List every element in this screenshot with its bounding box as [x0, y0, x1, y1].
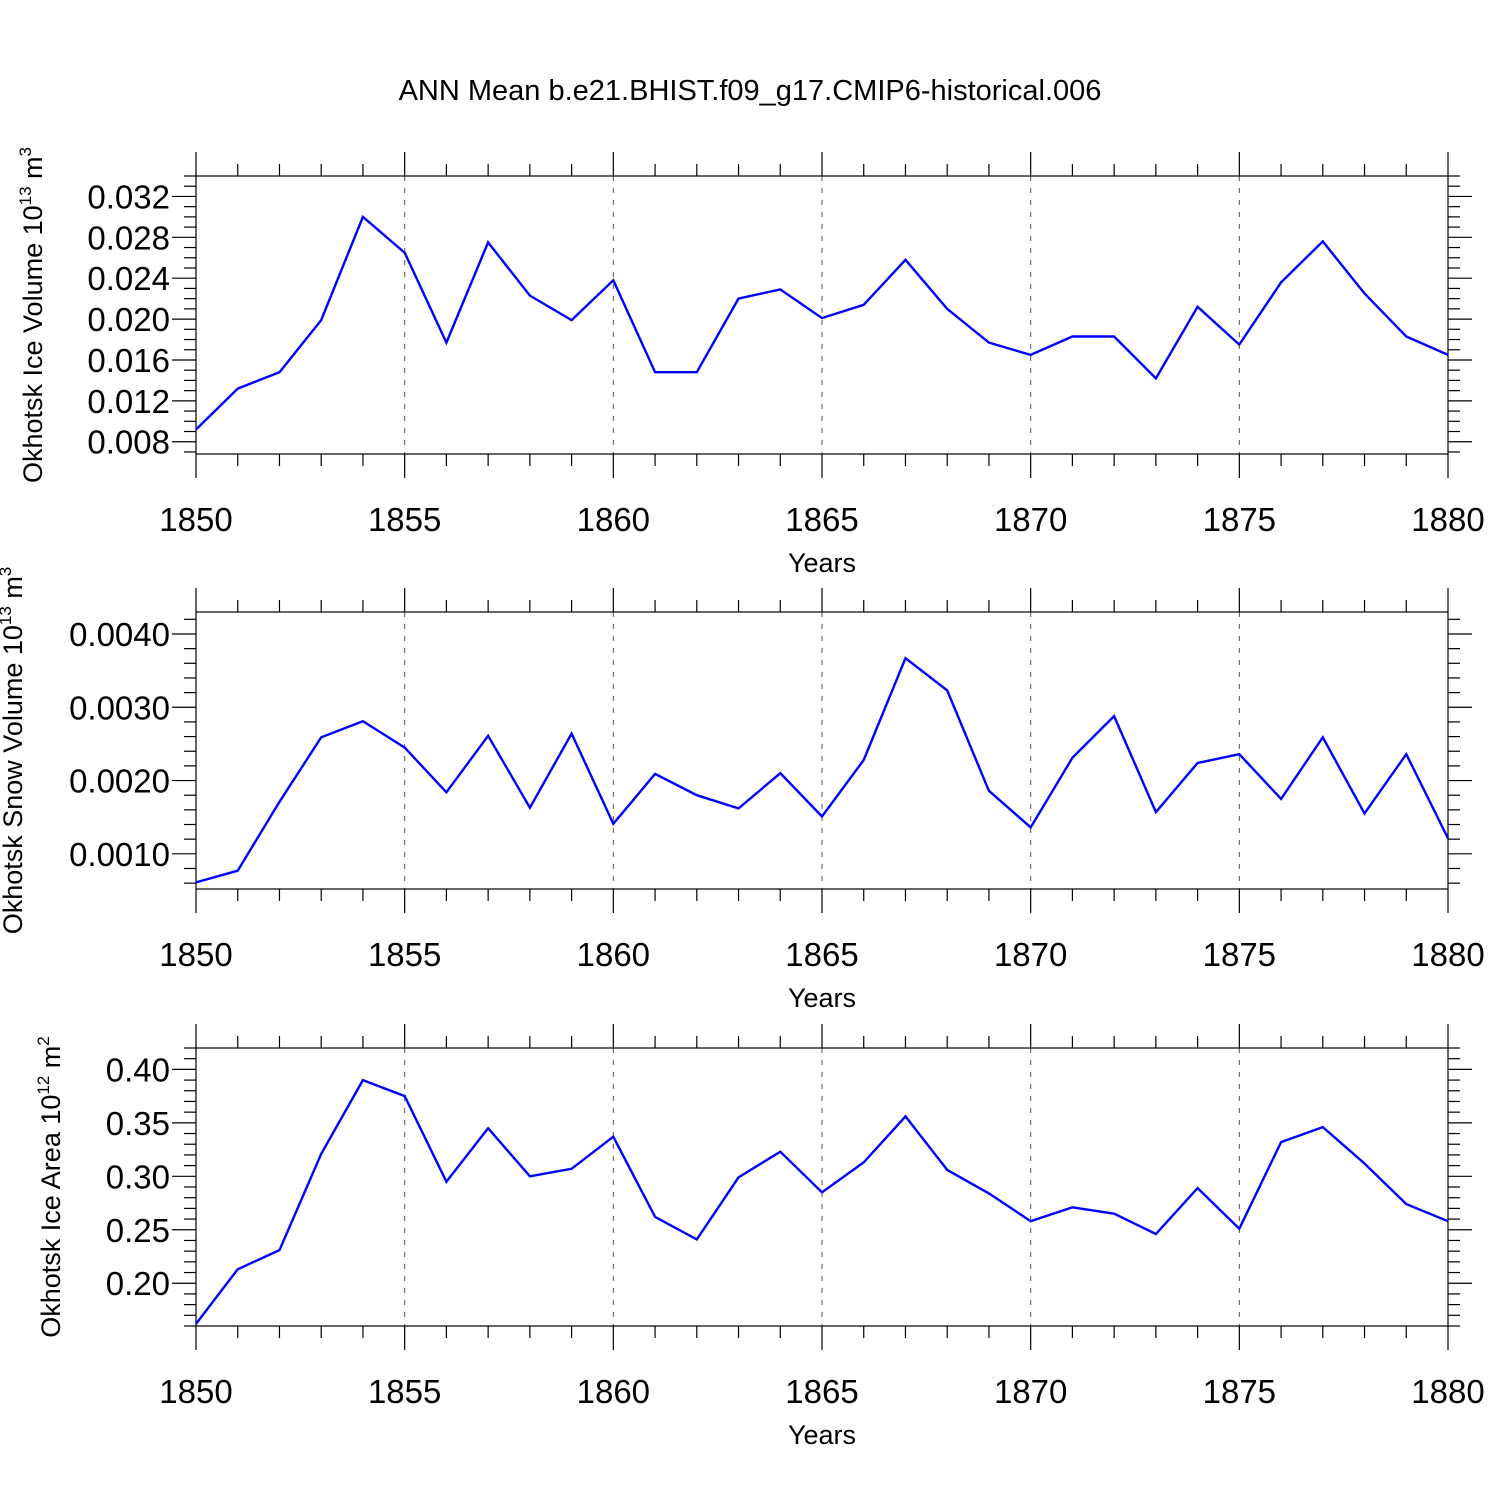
series-line [195, 656, 1450, 884]
x-axis-label: Years [788, 548, 856, 578]
y-axis-label: Okhotsk Snow Volume 1013 m3 [0, 567, 28, 935]
x-tick-label: 1850 [159, 1373, 232, 1410]
x-tick-label: 1880 [1411, 936, 1484, 973]
y-tick-label: 0.012 [87, 383, 170, 420]
y-axis-label: Okhotsk Ice Volume 1013 m3 [16, 147, 48, 483]
x-tick-label: 1875 [1203, 501, 1276, 538]
x-tick-label: 1880 [1411, 501, 1484, 538]
y-tick-label: 0.35 [106, 1105, 170, 1142]
x-tick-label: 1875 [1203, 1373, 1276, 1410]
x-tick-label: 1850 [159, 936, 232, 973]
x-tick-label: 1855 [368, 1373, 441, 1410]
y-tick-label: 0.008 [87, 424, 170, 461]
x-tick-label: 1870 [994, 1373, 1067, 1410]
panel-1: 0.008 0.012 0.016 0.020 0.024 0.028 0.032 1850 1… [16, 147, 1485, 578]
y-tick-label: 0.0010 [69, 836, 170, 873]
x-tick-label: 1875 [1203, 936, 1276, 973]
y-tick-label: 0.0020 [69, 763, 170, 800]
x-axis-label: Years [788, 1420, 856, 1450]
y-tick-label: 0.25 [106, 1212, 170, 1249]
x-tick-label: 1870 [994, 936, 1067, 973]
plot-frame [195, 611, 1449, 890]
panel-2: 0.0010 0.0020 0.0030 0.0040 1850 1855 1860 1865… [0, 567, 1485, 1013]
y-tick-label: 0.40 [106, 1051, 170, 1088]
x-axis-label: Years [788, 983, 856, 1013]
x-tick-label: 1860 [577, 936, 650, 973]
x-tick-label: 1870 [994, 501, 1067, 538]
y-axis-label: Okhotsk Ice Area 1012 m2 [34, 1036, 66, 1338]
chart-title: ANN Mean b.e21.BHIST.f09_g17.CMIP6-histo… [399, 75, 1102, 107]
series-line [195, 214, 1449, 431]
x-tick-label: 1880 [1411, 1373, 1484, 1410]
x-tick-label: 1860 [577, 501, 650, 538]
y-tick-label: 0.20 [106, 1265, 170, 1302]
y-tick-label: 0.024 [87, 260, 170, 297]
x-tick-label: 1860 [577, 1373, 650, 1410]
x-tick-label: 1865 [785, 936, 858, 973]
y-tick-label: 0.0030 [69, 689, 170, 726]
y-tick-label: 0.0040 [69, 616, 170, 653]
x-tick-label: 1850 [159, 501, 232, 538]
y-tick-label: 0.028 [87, 219, 170, 256]
x-tick-label: 1865 [785, 1373, 858, 1410]
panel-3: 0.20 0.25 0.30 0.35 0.40 1850 1855 1860 1865 1870… [34, 1024, 1485, 1450]
series-line [195, 1078, 1449, 1325]
x-tick-label: 1855 [368, 936, 441, 973]
y-tick-label: 0.016 [87, 342, 170, 379]
y-tick-label: 0.020 [87, 301, 170, 338]
y-tick-label: 0.032 [87, 178, 170, 215]
x-tick-label: 1855 [368, 501, 441, 538]
x-tick-label: 1865 [785, 501, 858, 538]
y-tick-label: 0.30 [106, 1158, 170, 1195]
